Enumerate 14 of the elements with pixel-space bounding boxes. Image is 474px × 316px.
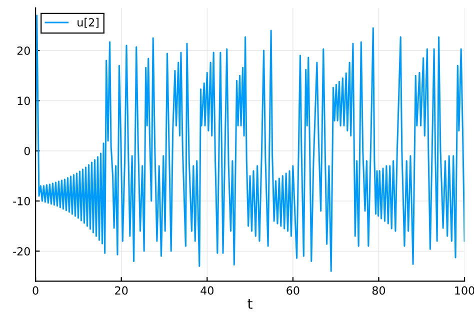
- y-tick-label: 20: [17, 46, 30, 55]
- legend-label: u[2]: [78, 18, 98, 28]
- x-tick-label: 60: [286, 286, 300, 295]
- x-axis-title: t: [248, 299, 252, 309]
- line-series: [36, 14, 465, 272]
- x-tick-label: 0: [32, 286, 38, 295]
- y-tick-label: -20: [13, 247, 30, 256]
- x-tick-label: 100: [455, 286, 474, 295]
- y-tick-label: 10: [18, 96, 30, 106]
- y-tick-label: -10: [13, 196, 30, 206]
- y-tick-label: 0: [24, 146, 30, 156]
- x-tick-label: 20: [115, 286, 128, 295]
- x-tick-label: 80: [372, 286, 386, 295]
- x-tick-label: 40: [200, 286, 214, 295]
